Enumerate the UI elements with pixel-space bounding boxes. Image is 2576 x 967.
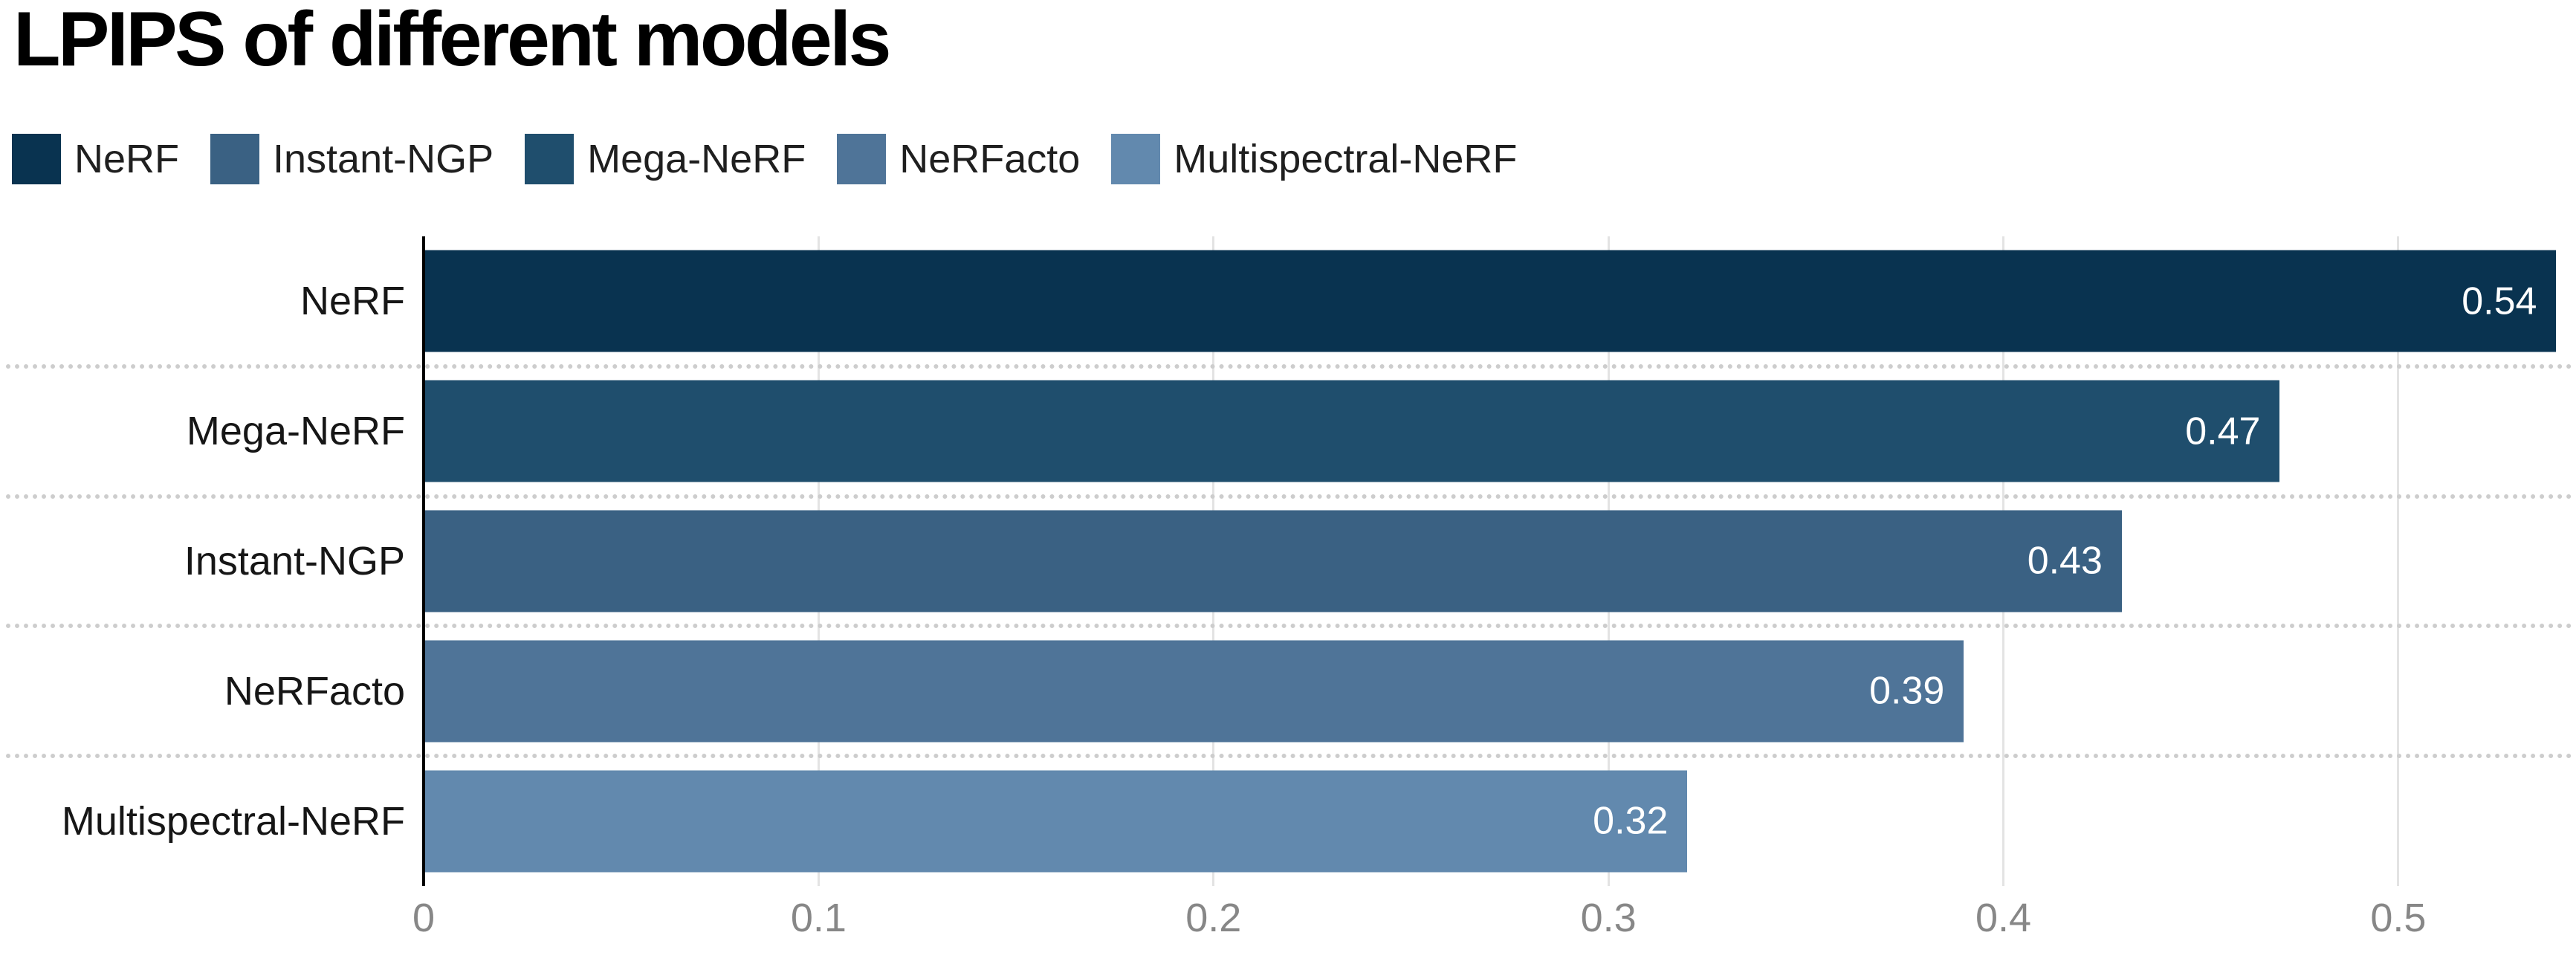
bar-area: 0.54 (424, 236, 2576, 366)
bar-value-label: 0.39 (1869, 669, 1945, 713)
legend-label: NeRFacto (899, 137, 1081, 181)
legend-swatch (210, 134, 260, 184)
legend-item: Mega-NeRF (525, 134, 806, 184)
bar: 0.39 (424, 640, 1964, 743)
bar-value-label: 0.54 (2462, 279, 2537, 323)
bar-area: 0.47 (424, 366, 2576, 497)
chart-title: LPIPS of different models (13, 0, 891, 83)
x-tick-label: 0.1 (790, 896, 847, 940)
bar-area: 0.43 (424, 497, 2576, 627)
category-label: NeRF (300, 279, 405, 324)
legend-swatch (1111, 134, 1161, 184)
bar-row: Mega-NeRF 0.47 (0, 366, 2576, 497)
category-label: Mega-NeRF (186, 409, 405, 454)
legend-label: Multispectral-NeRF (1174, 137, 1518, 181)
y-axis-line (422, 236, 425, 886)
bar: 0.47 (424, 380, 2280, 482)
legend-swatch (837, 134, 887, 184)
row-separator (6, 754, 2573, 759)
gridline (2397, 236, 2400, 886)
bar-area: 0.39 (424, 626, 2576, 756)
bar-value-label: 0.47 (2185, 410, 2261, 453)
category-label: Instant-NGP (184, 538, 405, 583)
row-separator (6, 363, 2573, 369)
x-tick-label: 0 (412, 896, 436, 940)
legend-swatch (12, 134, 61, 184)
legend-item: Multispectral-NeRF (1111, 134, 1517, 184)
x-tick-label: 0.2 (1185, 896, 1242, 940)
legend-item: Instant-NGP (210, 134, 493, 184)
row-separator (6, 494, 2573, 499)
legend-label: Instant-NGP (273, 137, 494, 181)
x-tick-label: 0.3 (1580, 896, 1637, 940)
legend-item: NeRFacto (837, 134, 1080, 184)
bar-value-label: 0.32 (1593, 799, 1669, 843)
bar: 0.32 (424, 770, 1688, 873)
bar-row: Instant-NGP 0.43 (0, 497, 2576, 627)
category-label: NeRFacto (224, 668, 405, 714)
legend-label: Mega-NeRF (587, 137, 806, 181)
bar-rows: NeRF 0.54 Mega-NeRF 0.47 Instant-NGP 0.4… (0, 236, 2576, 886)
bar-row: NeRFacto 0.39 (0, 626, 2576, 756)
bar-row: Multispectral-NeRF 0.32 (0, 756, 2576, 886)
category-label: Multispectral-NeRF (61, 798, 405, 844)
legend: NeRF Instant-NGP Mega-NeRF NeRFacto Mult… (12, 134, 1517, 184)
x-tick-label: 0.5 (2370, 896, 2427, 940)
bar-value-label: 0.43 (2027, 539, 2103, 583)
bar-area: 0.32 (424, 756, 2576, 886)
legend-swatch (525, 134, 575, 184)
row-separator (6, 624, 2573, 629)
bar-row: NeRF 0.54 (0, 236, 2576, 366)
legend-label: NeRF (74, 137, 180, 181)
bar: 0.43 (424, 510, 2122, 612)
plot-area: NeRF 0.54 Mega-NeRF 0.47 Instant-NGP 0.4… (0, 236, 2576, 886)
legend-item: NeRF (12, 134, 179, 184)
x-axis: 0 0.1 0.2 0.3 0.4 0.5 (0, 890, 2576, 950)
x-tick-label: 0.4 (1975, 896, 2032, 940)
bar: 0.54 (424, 250, 2557, 352)
